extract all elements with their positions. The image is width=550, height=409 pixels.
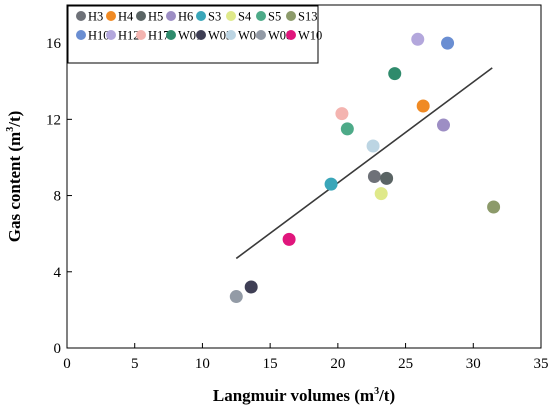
x-tick-label: 30 xyxy=(466,356,481,372)
legend-marker-s4 xyxy=(226,11,236,21)
y-tick-label: 4 xyxy=(54,265,62,281)
data-point-h4 xyxy=(416,99,430,113)
legend-label-h17: H17 xyxy=(148,29,170,43)
data-point-s4 xyxy=(374,187,388,201)
plot-frame xyxy=(66,4,542,349)
data-point-h12 xyxy=(411,32,425,46)
legend-label-s4: S4 xyxy=(238,10,252,24)
x-tick-label: 25 xyxy=(398,356,413,372)
legend-marker-s13 xyxy=(286,11,296,21)
legend-label-w04: W04 xyxy=(238,29,263,43)
legend-label-s3: S3 xyxy=(208,10,221,24)
legend-marker-h12 xyxy=(106,30,116,40)
legend-marker-h5 xyxy=(136,11,146,21)
legend-marker-h4 xyxy=(106,11,116,21)
legend-label-h12: H12 xyxy=(118,29,140,43)
y-axis-title-end: /t) xyxy=(5,111,24,128)
legend-label-w03: W03 xyxy=(208,29,232,43)
legend-marker-w10 xyxy=(286,30,296,40)
legend-marker-w03 xyxy=(196,30,206,40)
plot-area xyxy=(66,4,542,349)
legend-label-h4: H4 xyxy=(118,10,134,24)
y-axis-title-main: Gas content (m xyxy=(5,132,24,242)
legend-label-w01: W01 xyxy=(178,29,202,43)
data-point-h10 xyxy=(441,36,455,50)
data-point-s5 xyxy=(340,122,354,136)
x-tick-label: 0 xyxy=(63,356,71,372)
legend-label-s5: S5 xyxy=(268,10,281,24)
legend-label-h6: H6 xyxy=(178,10,193,24)
legend-marker-h3 xyxy=(76,11,86,21)
trend-line xyxy=(235,67,493,260)
legend-label-w08: W08 xyxy=(268,29,292,43)
y-tick-label: 0 xyxy=(54,341,62,357)
data-point-h3 xyxy=(367,170,381,183)
data-point-w10 xyxy=(282,232,296,246)
data-point-h17 xyxy=(335,107,349,121)
x-axis-title-end: /t) xyxy=(378,386,395,405)
legend-marker-w04 xyxy=(226,30,236,40)
data-point-s13 xyxy=(487,200,501,214)
y-tick-label: 12 xyxy=(46,112,61,128)
x-axis-title: Langmuir volumes (m3/t) xyxy=(213,386,395,405)
data-points xyxy=(229,32,501,304)
legend-marker-w08 xyxy=(256,30,266,40)
data-point-h6 xyxy=(436,118,450,132)
data-point-w01 xyxy=(388,67,402,81)
legend-marker-h6 xyxy=(166,11,176,21)
legend-marker-w01 xyxy=(166,30,176,40)
data-point-s3 xyxy=(324,177,338,191)
legend-label-h3: H3 xyxy=(88,10,103,24)
x-tick-label: 5 xyxy=(131,356,139,372)
x-axis-title-main: Langmuir volumes (m xyxy=(213,386,374,405)
legend-label-s13: S13 xyxy=(298,10,317,24)
x-tick-label: 10 xyxy=(195,356,210,372)
legend-label-w10: W10 xyxy=(298,29,322,43)
data-point-w03 xyxy=(244,280,258,294)
legend-marker-h17 xyxy=(136,30,146,40)
y-tick-label: 16 xyxy=(46,36,62,52)
y-tick-label: 8 xyxy=(54,189,62,205)
legend: H3 H4 H5 H6 S3 S4 S5 S13 H10 H12 H17 W01 W03 W04 W08 W1… xyxy=(67,5,322,64)
y-axis: 0 4 8 12 16 xyxy=(46,36,72,357)
data-point-w08 xyxy=(229,290,243,304)
y-axis-title: Gas content (m3/t) xyxy=(5,111,24,243)
x-tick-label: 15 xyxy=(263,356,278,372)
y-axis-title-sup: 3 xyxy=(5,127,16,132)
x-tick-label: 35 xyxy=(534,356,549,372)
legend-marker-s5 xyxy=(256,11,266,21)
x-tick-label: 20 xyxy=(330,356,345,372)
data-point-w04 xyxy=(366,139,380,153)
x-axis: 0 5 10 15 20 25 30 35 xyxy=(63,343,549,372)
x-axis-title-sup: 3 xyxy=(374,386,379,397)
legend-label-h10: H10 xyxy=(88,29,110,43)
legend-marker-h10 xyxy=(76,30,86,40)
legend-label-h5: H5 xyxy=(148,10,163,24)
legend-marker-s3 xyxy=(196,11,206,21)
data-point-h5 xyxy=(380,171,394,185)
